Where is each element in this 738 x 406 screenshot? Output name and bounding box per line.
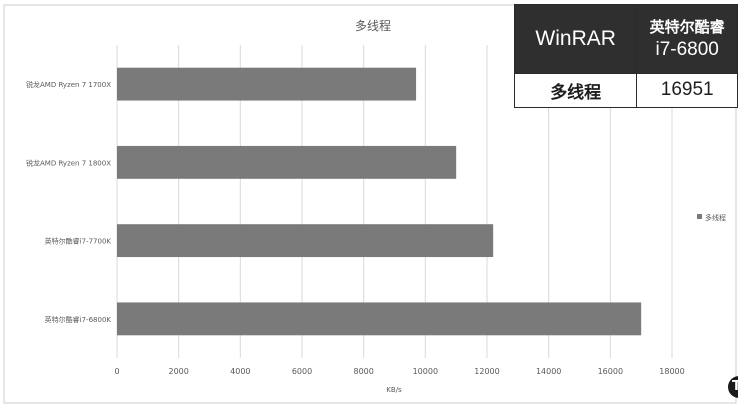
bar xyxy=(117,224,494,258)
bar xyxy=(117,145,457,179)
x-tick-label: 14000 xyxy=(536,367,561,376)
overlay-header-cpu: 英特尔酷睿 i7-6800 xyxy=(636,4,738,74)
legend-label: 多线程 xyxy=(705,213,726,222)
y-category-label: 锐龙AMD Ryzen 7 1800X xyxy=(26,158,111,167)
x-tick-label: 6000 xyxy=(292,367,312,376)
chart-border xyxy=(3,4,737,404)
y-category-label: 英特尔酷睿i7-6800K xyxy=(45,315,112,324)
overlay-header-brand: 英特尔酷睿 xyxy=(649,17,725,36)
overlay-row-label: 多线程 xyxy=(513,72,638,109)
x-tick-label: 16000 xyxy=(598,367,623,376)
bar xyxy=(117,302,642,336)
x-tick-label: 8000 xyxy=(353,367,373,376)
watermark-icon: T xyxy=(728,376,738,398)
overlay-header-app: WinRAR xyxy=(513,4,638,74)
overlay-header-model: i7-6800 xyxy=(655,38,719,60)
legend-swatch xyxy=(697,214,702,219)
chart-title: 多线程 xyxy=(355,18,391,33)
y-category-label: 锐龙AMD Ryzen 7 1700X xyxy=(26,80,111,89)
x-axis-label: KB/s xyxy=(386,386,402,394)
y-category-label: 英特尔酷睿i7-7700K xyxy=(45,237,112,246)
x-tick-label: 2000 xyxy=(168,367,188,376)
x-tick-label: 4000 xyxy=(230,367,250,376)
x-tick-label: 18000 xyxy=(659,367,684,376)
bar xyxy=(117,67,417,101)
x-tick-label: 10000 xyxy=(413,367,438,376)
x-tick-label: 0 xyxy=(114,367,119,376)
x-tick-label: 12000 xyxy=(474,367,499,376)
overlay-table: WinRAR 英特尔酷睿 i7-6800 多线程 16951 xyxy=(513,4,738,109)
overlay-row-value: 16951 xyxy=(636,72,738,109)
